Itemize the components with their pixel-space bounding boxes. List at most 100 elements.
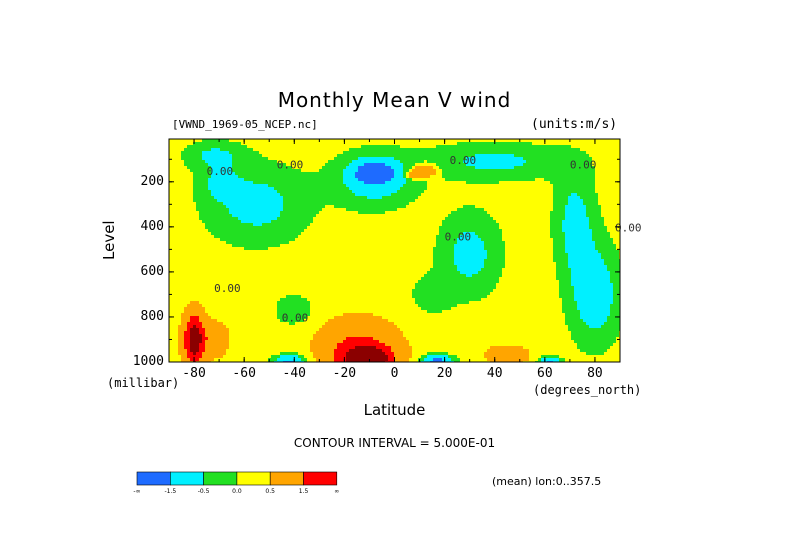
contour-cell	[217, 166, 221, 170]
contour-cell	[187, 160, 191, 164]
contour-cell	[493, 190, 497, 194]
contour-cell	[403, 160, 407, 164]
contour-cell	[235, 163, 239, 167]
contour-cell	[208, 232, 212, 236]
contour-cell	[193, 193, 197, 197]
contour-cell	[334, 202, 338, 206]
contour-cell	[604, 232, 608, 236]
contour-cell	[541, 199, 545, 203]
contour-cell	[256, 160, 260, 164]
contour-cell	[184, 187, 188, 191]
contour-cell	[436, 181, 440, 185]
contour-cell	[463, 232, 467, 236]
contour-cell	[586, 148, 590, 152]
contour-cell	[490, 220, 494, 224]
contour-cell	[577, 163, 581, 167]
contour-cell	[238, 139, 242, 143]
contour-cell	[277, 193, 281, 197]
contour-cell	[418, 181, 422, 185]
contour-cell	[388, 157, 392, 161]
contour-cell	[217, 229, 221, 233]
contour-cell	[340, 220, 344, 224]
contour-cell	[370, 199, 374, 203]
contour-cell	[286, 151, 290, 155]
contour-cell	[304, 223, 308, 227]
contour-cell	[340, 157, 344, 161]
contour-cell	[544, 181, 548, 185]
contour-cell	[262, 199, 266, 203]
contour-cell	[478, 232, 482, 236]
contour-cell	[511, 163, 515, 167]
contour-cell	[247, 196, 251, 200]
contour-cell	[238, 169, 242, 173]
contour-cell	[439, 223, 443, 227]
contour-cell	[295, 157, 299, 161]
contour-cell	[595, 226, 599, 230]
contour-cell	[355, 139, 359, 143]
contour-cell	[304, 142, 308, 146]
contour-cell	[457, 217, 461, 221]
contour-cell	[514, 148, 518, 152]
contour-cell	[310, 205, 314, 209]
contour-cell	[520, 235, 524, 239]
contour-cell	[181, 238, 185, 242]
contour-cell	[169, 238, 173, 242]
contour-cell	[472, 139, 476, 143]
contour-cell	[181, 142, 185, 146]
contour-cell	[346, 196, 350, 200]
contour-cell	[526, 208, 530, 212]
contour-cell	[199, 178, 203, 182]
contour-cell	[373, 211, 377, 215]
contour-cell	[592, 220, 596, 224]
contour-cell	[190, 223, 194, 227]
contour-cell	[319, 235, 323, 239]
contour-cell	[190, 181, 194, 185]
contour-cell	[505, 169, 509, 173]
contour-cell	[214, 202, 218, 206]
contour-cell	[568, 169, 572, 173]
contour-cell	[364, 190, 368, 194]
contour-cell	[277, 166, 281, 170]
contour-cell	[502, 208, 506, 212]
contour-cell	[325, 211, 329, 215]
contour-cell	[523, 151, 527, 155]
contour-cell	[367, 139, 371, 143]
contour-cell	[442, 163, 446, 167]
contour-cell	[460, 145, 464, 149]
contour-cell	[193, 190, 197, 194]
contour-cell	[358, 178, 362, 182]
contour-cell	[334, 154, 338, 158]
contour-cell	[613, 160, 617, 164]
contour-cell	[196, 235, 200, 239]
contour-cell	[544, 139, 548, 143]
contour-cell	[592, 223, 596, 227]
contour-cell	[193, 142, 197, 146]
contour-cell	[472, 154, 476, 158]
contour-cell	[406, 220, 410, 224]
contour-cell	[547, 223, 551, 227]
contour-cell	[307, 202, 311, 206]
contour-cell	[187, 214, 191, 218]
contour-cell	[259, 157, 263, 161]
contour-cell	[436, 160, 440, 164]
contour-cell	[343, 220, 347, 224]
contour-cell	[421, 199, 425, 203]
contour-cell	[412, 163, 416, 167]
contour-cell	[220, 145, 224, 149]
contour-cell	[208, 166, 212, 170]
contour-cell	[607, 184, 611, 188]
contour-cell	[373, 199, 377, 203]
contour-cell	[475, 187, 479, 191]
contour-cell	[337, 226, 341, 230]
contour-cell	[172, 142, 176, 146]
contour-cell	[214, 145, 218, 149]
contour-cell	[379, 151, 383, 155]
contour-cell	[307, 157, 311, 161]
contour-cell	[556, 235, 560, 239]
contour-cell	[580, 229, 584, 233]
contour-cell	[565, 226, 569, 230]
contour-cell	[538, 187, 542, 191]
contour-cell	[541, 220, 545, 224]
contour-cell	[538, 148, 542, 152]
contour-cell	[376, 187, 380, 191]
